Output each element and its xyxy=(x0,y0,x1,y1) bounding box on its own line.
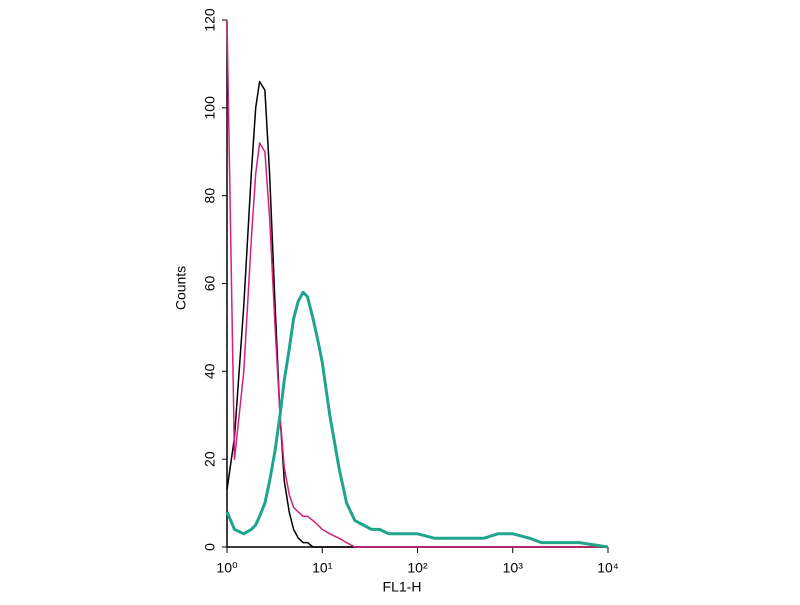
x-tick-label: 10⁰ xyxy=(216,560,238,576)
y-tick-label: 120 xyxy=(202,8,218,32)
x-tick-label: 10⁴ xyxy=(597,560,619,576)
series-line xyxy=(226,19,608,548)
series-line xyxy=(225,290,609,549)
x-tick-label: 10³ xyxy=(503,560,524,576)
y-tick-label: 100 xyxy=(202,96,218,120)
y-axis-label: Counts xyxy=(173,266,189,310)
y-tick-label: 40 xyxy=(202,363,218,379)
y-tick-label: 80 xyxy=(202,188,218,204)
x-axis-label: FL1-H xyxy=(383,579,422,595)
x-tick-label: 10¹ xyxy=(312,560,333,576)
series-line xyxy=(226,80,608,548)
y-tick-label: 60 xyxy=(202,276,218,292)
x-tick-label: 10² xyxy=(407,560,428,576)
y-tick-label: 0 xyxy=(202,543,218,551)
y-tick-label: 20 xyxy=(202,451,218,467)
